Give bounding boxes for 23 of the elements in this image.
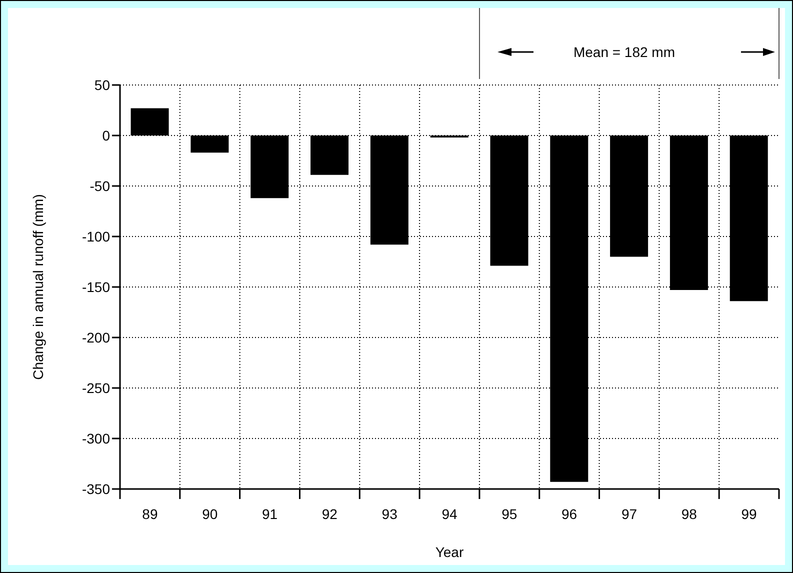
y-tick-label: -100 [82, 228, 110, 244]
x-axis-title: Year [435, 544, 464, 560]
x-tick-label: 93 [382, 506, 398, 522]
x-tick-label: 94 [442, 506, 458, 522]
y-tick-label: 0 [102, 127, 110, 144]
x-tick-label: 95 [502, 506, 518, 522]
text: Mean = 182 mm [573, 44, 676, 60]
x-tick-label: 92 [322, 506, 338, 522]
y-tick-label: -150 [82, 278, 110, 295]
y-tick-label: -300 [82, 430, 110, 446]
y-tick-label: -250 [82, 380, 110, 396]
x-tick-label: 89 [142, 506, 158, 522]
x-tick-label: 99 [741, 506, 758, 522]
x-tick-label: 97 [621, 506, 638, 522]
x-tick-label: 90 [202, 506, 218, 522]
y-axis-title: Change in annual runoff (mm) [30, 194, 46, 380]
x-tick-label: 91 [262, 506, 278, 522]
x-tick-label: 98 [681, 506, 698, 522]
y-tick-label: 50 [94, 76, 110, 93]
x-tick-label: 96 [562, 506, 578, 522]
y-tick-label: -350 [82, 480, 110, 497]
y-tick-label: -50 [90, 178, 110, 194]
y-tick-label: -200 [82, 329, 110, 346]
